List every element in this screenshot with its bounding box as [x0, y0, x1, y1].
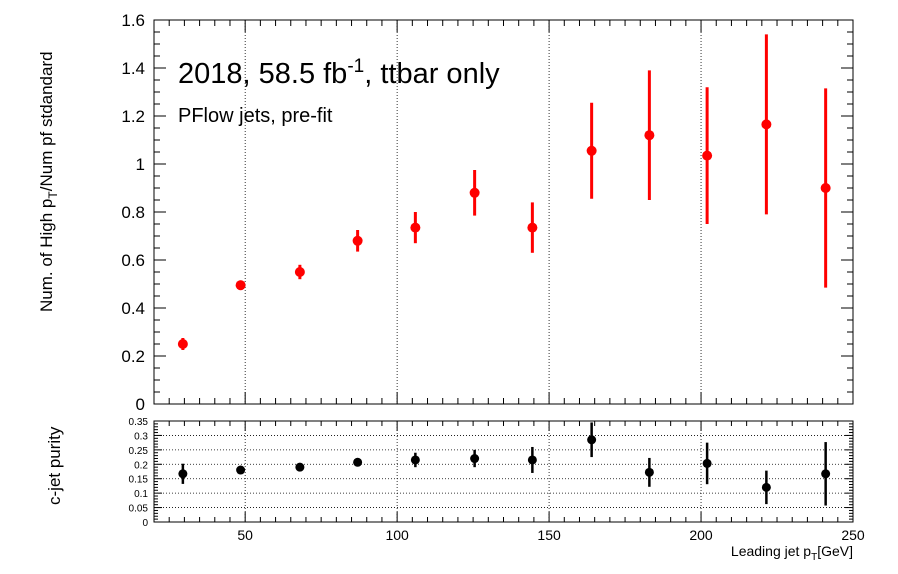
chart-title: 2018, 58.5 fb-1, ttbar only: [178, 56, 500, 90]
top-y-axis: 0 0.2 0.4 0.6 0.8 1 1.2 1.4 1.6: [121, 11, 853, 414]
top-data-point: [177, 339, 188, 349]
top-series: [177, 34, 831, 350]
bottom-y-tick-label: 0.25: [129, 446, 149, 457]
bottom-data-point: [821, 469, 831, 479]
top-grid: [244, 20, 702, 404]
top-data-point: [352, 235, 363, 246]
top-data-point: [294, 267, 305, 277]
bottom-y-tick-label: 0.3: [134, 431, 148, 442]
bottom-data-point: [353, 457, 363, 467]
top-y-tick-label: 0.2: [121, 347, 145, 366]
chart-subtitle: PFlow jets, pre-fit: [178, 105, 333, 127]
x-tick-label: 50: [237, 527, 253, 543]
bottom-data-point: [527, 455, 537, 465]
top-data-point: [235, 280, 246, 291]
top-y-tick-label: 1.4: [121, 59, 145, 78]
bottom-data-point: [702, 458, 712, 468]
bottom-y-tick-label: 0.35: [129, 417, 149, 428]
x-tick-label: 200: [689, 527, 713, 543]
top-data-point: [820, 183, 831, 193]
top-y-tick-label: 1: [136, 155, 145, 174]
bottom-data-point: [587, 435, 597, 445]
x-tick-label: 250: [841, 527, 865, 543]
bottom-y-tick-label: 0: [142, 518, 148, 529]
bottom-y-tick-label: 0.05: [129, 504, 149, 515]
top-data-point: [410, 222, 421, 233]
bottom-series: [178, 422, 831, 506]
top-y-tick-label: 0.6: [121, 251, 145, 270]
bottom-data-point: [236, 465, 246, 475]
top-plot-panel: 0 0.2 0.4 0.6 0.8 1 1.2 1.4 1.6 2018, 58.5 fb-1,…: [37, 11, 854, 414]
bottom-plot-panel: 0 0.05 0.1 0.15 0.2 0.25 0.3 0.35 50 100 150 200 25…: [45, 417, 865, 563]
x-tick-label: 100: [385, 527, 409, 543]
bottom-data-point: [295, 462, 305, 472]
bottom-grid: [154, 421, 853, 522]
top-data-point: [761, 119, 772, 130]
top-y-tick-label: 1.2: [121, 107, 145, 126]
top-y-tick-label: 0.4: [121, 299, 145, 318]
bottom-x-axis: 50 100 150 200 250: [168, 421, 865, 543]
bottom-data-point: [178, 469, 188, 479]
bottom-y-axis: 0 0.05 0.1 0.15 0.2 0.25 0.3 0.35: [129, 417, 853, 529]
x-tick-label: 150: [537, 527, 561, 543]
top-data-point: [527, 222, 538, 233]
top-x-ticks: [168, 20, 854, 404]
bottom-y-axis-label: c-jet purity: [45, 426, 64, 505]
bottom-y-tick-label: 0.1: [134, 489, 148, 500]
bottom-data-point: [644, 467, 654, 477]
top-y-tick-label: 1.6: [121, 11, 145, 30]
top-data-point: [586, 145, 597, 156]
top-data-point: [702, 150, 713, 161]
bottom-plot-frame: [153, 420, 854, 523]
top-y-tick-label: 0: [136, 395, 145, 414]
top-data-point: [644, 130, 655, 141]
x-axis-label: Leading jet pT[GeV]: [731, 543, 853, 563]
top-data-point: [469, 187, 480, 198]
bottom-data-point: [761, 482, 771, 492]
bottom-y-tick-label: 0.2: [134, 460, 148, 471]
bottom-data-point: [470, 454, 480, 464]
bottom-y-tick-label: 0.15: [129, 475, 149, 486]
top-y-tick-label: 0.8: [121, 203, 145, 222]
top-y-axis-label: Num. of High pT/Num pf stdandard: [37, 51, 60, 312]
bottom-data-point: [410, 455, 420, 465]
